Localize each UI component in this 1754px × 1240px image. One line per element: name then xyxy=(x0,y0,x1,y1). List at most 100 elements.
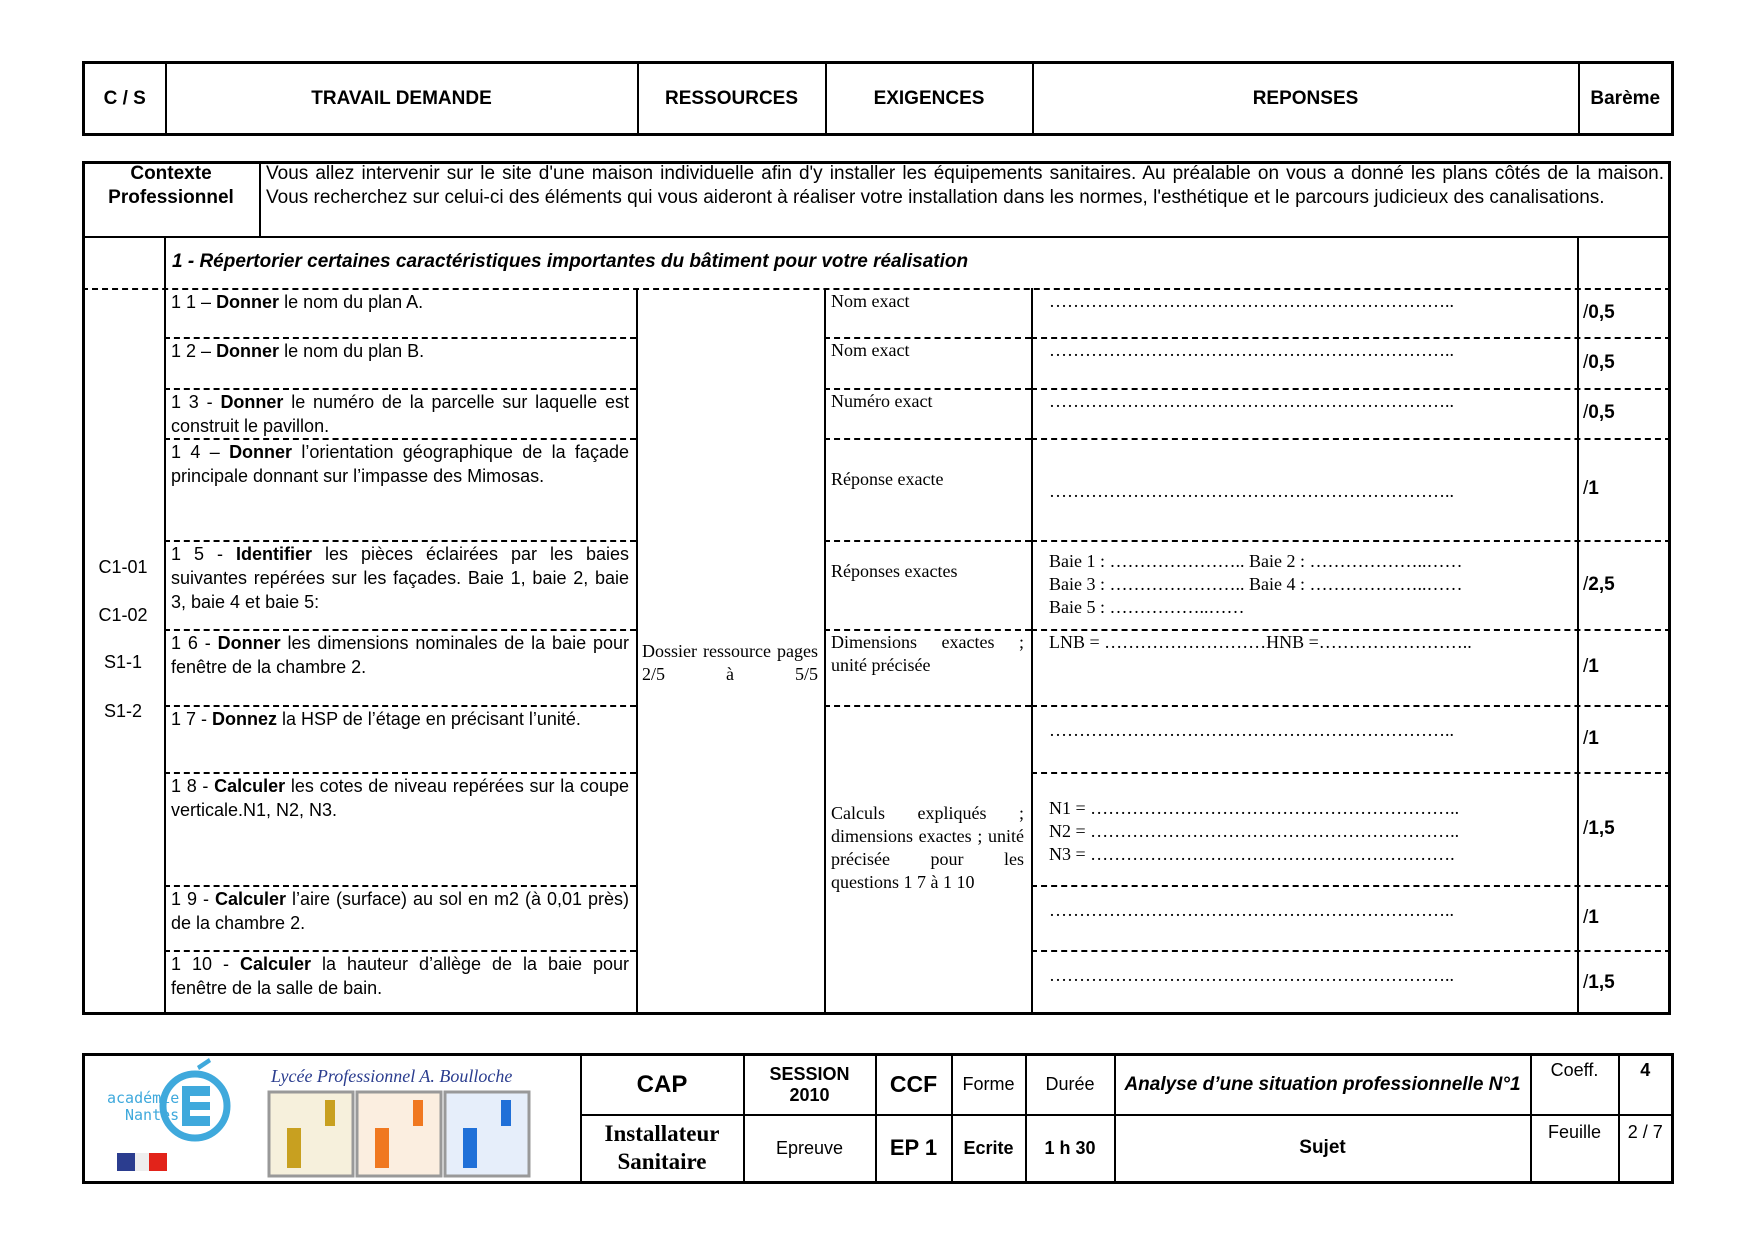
answer-field-2[interactable]: ………………………………………………………….. xyxy=(1049,339,1565,362)
divider xyxy=(259,161,261,237)
competence-code: S1-2 xyxy=(103,701,143,721)
question-text: le nom du plan A. xyxy=(279,292,424,312)
academie-nantes-logo: académie Nantes Lycée Professionnel A. B… xyxy=(107,1058,531,1178)
bareme-prefix: / xyxy=(1583,573,1589,595)
bareme-score: / 0,5 xyxy=(1583,288,1615,337)
question-verb: Calculer xyxy=(214,776,286,796)
bareme-prefix: / xyxy=(1583,906,1589,928)
question-text: la HSP de l’étage en précisant l’unité. xyxy=(277,709,581,729)
question-number: 1 9 - xyxy=(171,889,209,909)
question-verb: Donner xyxy=(217,633,281,653)
answer-field-6[interactable]: LNB = ………………………HNB =…………………….. xyxy=(1049,631,1565,654)
answer-line[interactable]: Baie 5 : ……………..…… xyxy=(1049,597,1245,617)
dashed-divider xyxy=(824,438,1031,440)
bareme-value: 1,5 xyxy=(1588,817,1615,839)
forme-value: Ecrite xyxy=(950,1113,1027,1184)
answer-field-7[interactable]: ………………………………………………………….. xyxy=(1049,719,1565,742)
answer-line[interactable]: ………………………………………………………….. xyxy=(1049,900,1454,920)
question-verb: Calculer xyxy=(239,954,311,974)
epreuve-value: EP 1 xyxy=(874,1113,953,1184)
answer-line[interactable]: ………………………………………………………….. xyxy=(1049,481,1454,501)
lycee-image-orange xyxy=(355,1090,443,1178)
bareme-score: / 1 xyxy=(1583,629,1599,705)
question-number: 1 1 – xyxy=(171,292,212,312)
dashed-divider xyxy=(164,337,636,339)
duree-value: 1 h 30 xyxy=(1024,1113,1116,1184)
bareme-value: 0,5 xyxy=(1588,402,1615,423)
answer-line[interactable]: N3 = ……………………………………………………. xyxy=(1049,844,1455,864)
dashed-divider xyxy=(824,388,1031,390)
coeff-value: 4 xyxy=(1617,1053,1674,1116)
answer-line[interactable]: ………………………………………………………….. xyxy=(1049,340,1454,360)
exigence: Numéro exact xyxy=(831,391,933,411)
question-2: 1 2 – Donner le nom du plan B. xyxy=(171,339,629,363)
header-cs: C / S xyxy=(82,61,167,136)
answer-line[interactable]: Baie 3 : ………………….. Baie 4 : ………………..…… xyxy=(1049,574,1463,594)
svg-text:académie: académie xyxy=(107,1089,179,1107)
answer-field-1[interactable]: ………………………………………………………….. xyxy=(1049,290,1565,313)
answer-line[interactable]: Baie 1 : ………………….. Baie 2 : ………………..…… xyxy=(1049,551,1463,571)
header-travail: TRAVAIL DEMANDE xyxy=(164,61,639,136)
lycee-image-gold xyxy=(267,1090,355,1178)
context-label-line1: Contexte xyxy=(130,163,212,184)
ressources-text: Dossier ressource pages 2/5 à 5/5 xyxy=(642,641,818,684)
question-verb: Calculer xyxy=(214,889,287,909)
question-number: 1 6 - xyxy=(171,633,211,653)
question-10: 1 10 - Calculer la hauteur d’allège de l… xyxy=(171,952,629,1000)
answer-field-5[interactable]: Baie 1 : ………………….. Baie 2 : ………………..…… Ba… xyxy=(1049,550,1565,619)
answer-line[interactable]: ………………………………………………………….. xyxy=(1049,391,1454,411)
feuille-label: Feuille xyxy=(1529,1113,1620,1184)
dashed-divider xyxy=(164,705,636,707)
answer-field-4[interactable]: ………………………………………………………….. xyxy=(1049,480,1565,503)
answer-field-8[interactable]: N1 = …………………………………………………….. N2 = ……………………… xyxy=(1049,797,1565,866)
lycee-image-blue xyxy=(443,1090,531,1178)
answer-line[interactable]: N2 = …………………………………………………….. xyxy=(1049,821,1460,841)
answer-field-3[interactable]: ………………………………………………………….. xyxy=(1049,390,1565,413)
answer-line[interactable]: ………………………………………………………….. xyxy=(1049,720,1454,740)
session-cell: SESSION 2010 xyxy=(742,1053,877,1116)
exigence: Dimensions exactes ; unité précisée xyxy=(831,632,1024,675)
question-text: le numéro de la parcelle sur laquelle es… xyxy=(171,392,629,436)
context-label: Contexte Professionnel xyxy=(85,162,257,210)
diploma-line1: Installateur xyxy=(604,1121,720,1147)
bareme-prefix: / xyxy=(1583,727,1589,749)
bareme-value: 1 xyxy=(1588,478,1599,499)
answer-line[interactable]: LNB = ………………………HNB =…………………….. xyxy=(1049,632,1472,652)
question-text: l’orientation géographique de la façade … xyxy=(171,442,629,486)
question-7: 1 7 - Donnez la HSP de l’étage en précis… xyxy=(171,707,629,731)
answer-field-9[interactable]: ………………………………………………………….. xyxy=(1049,899,1565,922)
answer-line[interactable]: ………………………………………………………….. xyxy=(1049,965,1454,985)
dashed-divider xyxy=(1031,885,1671,887)
header-bareme: Barème xyxy=(1577,61,1674,136)
header-reponses: REPONSES xyxy=(1031,61,1580,136)
answer-line[interactable]: N1 = …………………………………………………….. xyxy=(1049,798,1460,818)
divider xyxy=(1031,288,1033,1015)
question-verb: Donnez xyxy=(212,709,278,729)
divider xyxy=(636,288,638,1015)
logos-cell: académie Nantes Lycée Professionnel A. B… xyxy=(82,1053,582,1184)
dashed-divider xyxy=(1031,629,1671,631)
dashed-divider xyxy=(824,629,1031,631)
main-table xyxy=(82,161,1671,1015)
bareme-score: / 1 xyxy=(1583,705,1599,772)
question-number: 1 4 – xyxy=(171,442,220,462)
merged-exigence: Calculs expliqués ; dimensions exactes ;… xyxy=(831,803,1024,892)
question-9: 1 9 - Calculer l’aire (surface) au sol e… xyxy=(171,887,629,935)
answer-line[interactable]: ………………………………………………………….. xyxy=(1049,291,1454,311)
bareme-score: / 2,5 xyxy=(1583,540,1615,629)
bareme-value: 0,5 xyxy=(1588,351,1615,373)
question-number: 1 10 - xyxy=(171,954,229,974)
answer-field-10[interactable]: ………………………………………………………….. xyxy=(1049,964,1565,987)
dashed-divider xyxy=(824,705,1031,707)
bareme-value: 1,5 xyxy=(1588,971,1615,993)
question-verb: Donner xyxy=(229,442,293,462)
bareme-score: / 0,5 xyxy=(1583,388,1615,438)
subject-label: Sujet xyxy=(1113,1113,1532,1184)
bareme-prefix: / xyxy=(1583,478,1589,499)
question-number: 1 5 - xyxy=(171,544,223,564)
competence-code: C1-02 xyxy=(98,605,148,625)
cap-label: CAP xyxy=(579,1053,745,1116)
footer-table: académie Nantes Lycée Professionnel A. B… xyxy=(82,1053,1674,1184)
bareme-prefix: / xyxy=(1583,402,1589,423)
bareme-score: / 1,5 xyxy=(1583,950,1615,1015)
